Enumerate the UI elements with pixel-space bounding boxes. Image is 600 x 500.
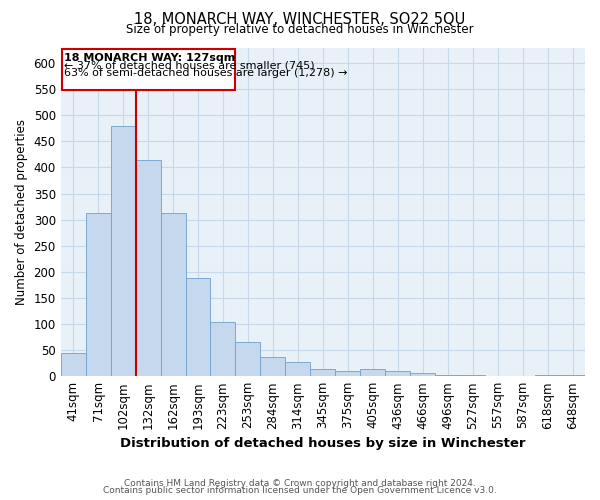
Bar (360, 370, 385, 376)
Bar (460, 374, 485, 376)
Bar (235, 342, 260, 376)
Bar (286, 362, 310, 376)
Bar (161, 213, 185, 376)
Bar (211, 322, 235, 376)
Bar (260, 357, 286, 376)
Bar (310, 370, 335, 376)
Text: 63% of semi-detached houses are larger (1,278) →: 63% of semi-detached houses are larger (… (64, 68, 348, 78)
Text: Contains public sector information licensed under the Open Government Licence v3: Contains public sector information licen… (103, 486, 497, 495)
X-axis label: Distribution of detached houses by size in Winchester: Distribution of detached houses by size … (120, 437, 526, 450)
Text: ← 37% of detached houses are smaller (745): ← 37% of detached houses are smaller (74… (64, 60, 315, 70)
Bar (185, 278, 211, 376)
Bar (385, 371, 410, 376)
Y-axis label: Number of detached properties: Number of detached properties (15, 119, 28, 305)
Text: Size of property relative to detached houses in Winchester: Size of property relative to detached ho… (126, 22, 474, 36)
Bar (136, 160, 161, 376)
Bar (61, 352, 86, 376)
Bar (410, 372, 435, 376)
Text: 18 MONARCH WAY: 127sqm: 18 MONARCH WAY: 127sqm (64, 52, 236, 62)
Bar (560, 374, 585, 376)
Text: 18, MONARCH WAY, WINCHESTER, SO22 5QU: 18, MONARCH WAY, WINCHESTER, SO22 5QU (134, 12, 466, 26)
Bar (110, 126, 136, 376)
Bar (335, 371, 360, 376)
Text: Contains HM Land Registry data © Crown copyright and database right 2024.: Contains HM Land Registry data © Crown c… (124, 478, 476, 488)
Bar (86, 213, 110, 376)
FancyBboxPatch shape (62, 48, 235, 90)
Bar (535, 374, 560, 376)
Bar (435, 374, 460, 376)
